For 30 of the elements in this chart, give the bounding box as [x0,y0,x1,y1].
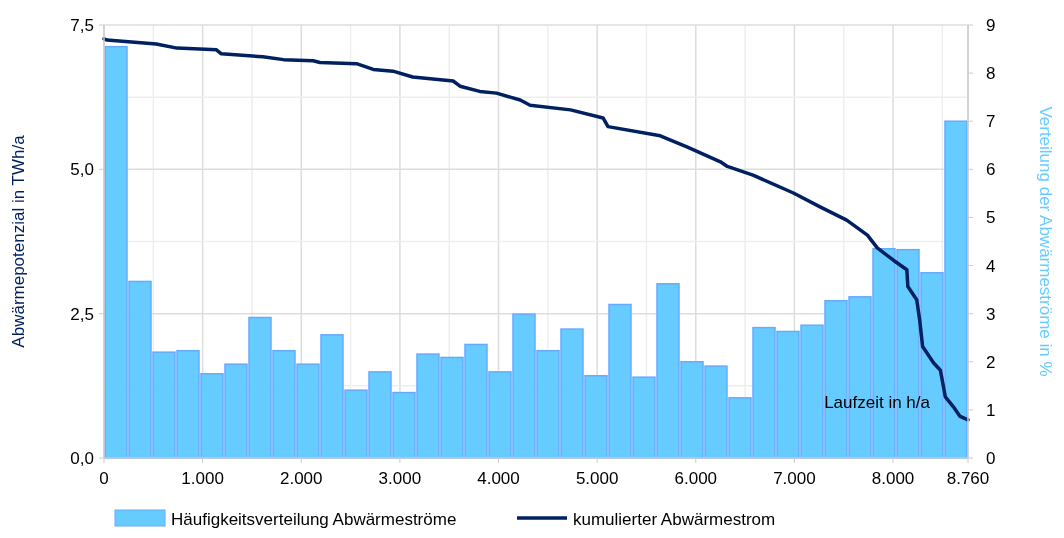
x-tick-label: 7.000 [773,469,816,488]
x-tick-label: 8.000 [871,469,915,488]
line-series [102,37,970,422]
y-tick-label: 5,0 [70,160,94,180]
x-tick-label: 0 [99,469,109,488]
y2-tick-label: 5 [986,208,996,228]
y2-tick-label: 2 [986,352,996,372]
y2-axis-title: Verteilung der Abwärmeströme in % [1036,106,1055,377]
y-axis-title: Abwärmepotenzial in TWh/a [9,134,28,348]
y-tick-label: 7,5 [70,16,94,35]
legend-label: kumulierter Abwärmestrom [573,510,776,529]
x-tick-label: 5.000 [575,469,619,488]
y2-tick-label: 7 [986,112,996,132]
x-tick-label: 6.000 [674,469,718,488]
y2-tick-label: 3 [986,304,996,324]
x-tick-label: 4.000 [477,469,520,488]
y-tick-label: 0,0 [70,449,94,468]
y2-tick-label: 0 [986,449,996,468]
x-axis-title: Laufzeit in h/a [824,393,931,412]
y2-tick-label: 6 [986,160,996,180]
y-tick-label: 2,5 [70,304,94,324]
x-tick-label: 8.760 [946,469,990,488]
x-tick-label: 1.000 [181,469,224,488]
x-tick-label: 3.000 [378,469,422,488]
legend-label: Häufigkeitsverteilung Abwärmeströme [171,510,457,529]
x-tick-label: 2.000 [279,469,323,488]
y2-tick-label: 9 [986,16,996,35]
y2-tick-label: 1 [986,400,996,420]
y2-tick-label: 4 [986,256,996,276]
y2-tick-label: 8 [986,64,996,84]
